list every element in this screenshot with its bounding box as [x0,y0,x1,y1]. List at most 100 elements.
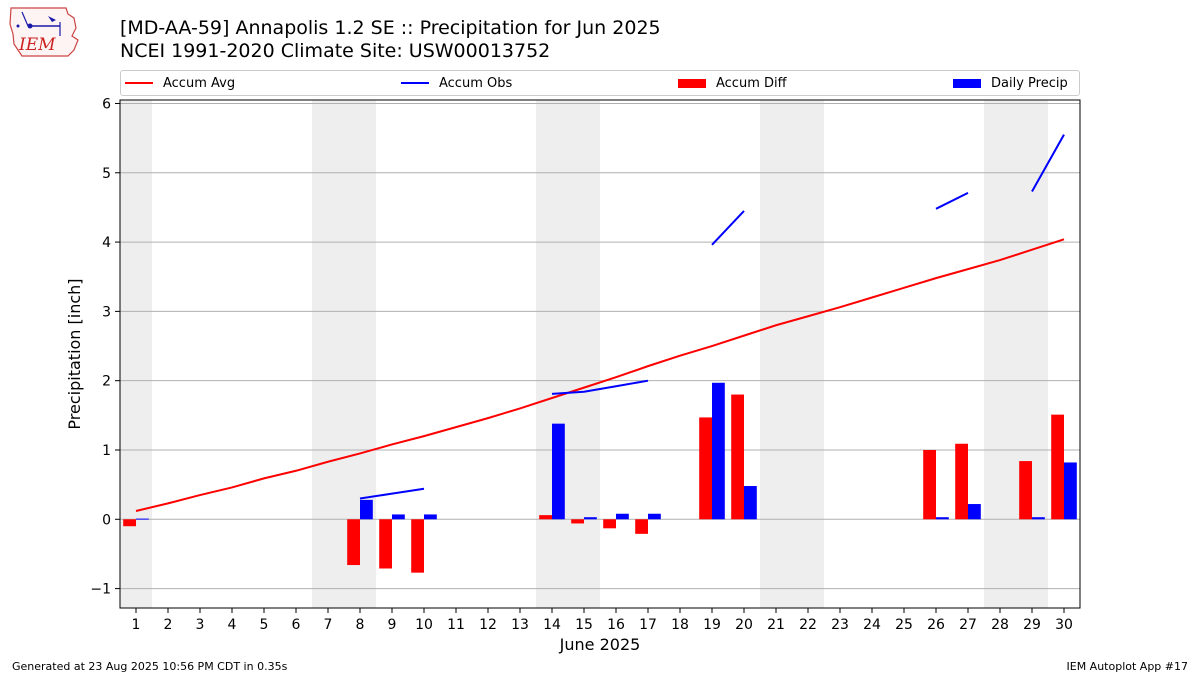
xtick-label-16: 16 [607,617,625,633]
xtick-label-29: 29 [1023,617,1041,633]
xtick-label-14: 14 [543,617,561,633]
xtick-label-9: 9 [388,617,397,633]
line-accum-obs-seg-2 [711,210,745,246]
xtick-label-10: 10 [415,617,433,633]
weekend-band-4 [984,100,1048,608]
legend-item-daily-precip: Daily Precip [953,73,1068,93]
bar-accum-diff-8 [347,519,360,566]
bar-accum-diff-26 [923,449,936,520]
ytick-label-5: 5 [102,166,111,182]
ytick-label-2: 2 [102,374,111,390]
weekend-band-2 [536,100,600,608]
xtick-label-27: 27 [959,617,977,633]
bar-accum-diff-20 [731,394,744,520]
xtick-label-17: 17 [639,617,657,633]
legend-item-accum-diff: Accum Diff [678,73,787,93]
ytick-label-6: 6 [102,96,111,112]
chart-subtitle: NCEI 1991-2020 Climate Site: USW00013752 [120,40,551,62]
bar-daily-precip-9 [392,514,405,520]
xtick-label-18: 18 [671,617,689,633]
bar-daily-precip-10 [424,514,437,520]
legend-label-accum-avg: Accum Avg [163,75,236,91]
xtick-label-23: 23 [831,617,849,633]
ytick-label-0: 0 [102,512,111,528]
plot-frame [119,99,1081,609]
legend-item-accum-avg: Accum Avg [125,73,235,93]
bar-daily-precip-19 [712,382,725,520]
xtick-label-15: 15 [575,617,593,633]
legend-swatch-accum-obs [401,82,429,84]
line-accum-obs-seg-3 [935,191,969,210]
xtick-label-28: 28 [991,617,1009,633]
legend-swatch-accum-avg [125,82,153,84]
xtick-label-5: 5 [260,617,269,633]
xtick-label-13: 13 [511,617,529,633]
xtick-label-2: 2 [164,617,173,633]
line-accum-obs-seg-1 [551,379,649,395]
ytick-label-4: 4 [102,235,111,251]
bar-accum-diff-1 [123,519,136,527]
xtick-label-25: 25 [895,617,913,633]
bar-daily-precip-30 [1064,462,1077,520]
bar-accum-diff-14 [539,515,552,520]
xtick-label-6: 6 [292,617,301,633]
xtick-label-8: 8 [356,617,365,633]
legend-swatch-accum-diff [678,78,706,88]
legend-swatch-daily-precip [953,78,981,88]
bar-daily-precip-20 [744,486,757,520]
chart-title: [MD-AA-59] Annapolis 1.2 SE :: Precipita… [120,17,661,39]
bar-accum-diff-9 [379,519,392,569]
bar-daily-precip-27 [968,504,981,520]
line-accum-obs-seg-4 [1031,134,1065,192]
bar-daily-precip-16 [616,513,629,520]
bar-accum-diff-30 [1051,414,1064,520]
xtick-label-4: 4 [228,617,237,633]
logo-text: IEM [18,35,56,55]
xtick-label-20: 20 [735,617,753,633]
line-accum-avg-seg-0 [135,238,1065,512]
xtick-label-24: 24 [863,617,881,633]
xtick-label-1: 1 [132,617,141,633]
weekend-band-1 [312,100,376,608]
xtick-label-7: 7 [324,617,333,633]
iem-logo: IEM [9,7,79,57]
xtick-label-22: 22 [799,617,817,633]
bar-daily-precip-29 [1032,517,1045,520]
xtick-label-11: 11 [447,617,465,633]
legend-label-accum-diff: Accum Diff [716,75,787,91]
ytick-label-1: 1 [102,443,111,459]
bar-daily-precip-17 [648,513,661,520]
bar-accum-diff-19 [699,417,712,520]
legend-item-accum-obs: Accum Obs [401,73,512,93]
bar-accum-diff-15 [571,519,584,524]
bar-accum-diff-27 [955,443,968,520]
xtick-label-12: 12 [479,617,497,633]
xtick-label-19: 19 [703,617,721,633]
bar-daily-precip-8 [360,499,373,520]
xtick-label-30: 30 [1055,617,1073,633]
bar-accum-diff-10 [411,519,424,573]
xtick-label-3: 3 [196,617,205,633]
bar-daily-precip-15 [584,517,597,520]
weekend-band-3 [760,100,824,608]
footer-app: IEM Autoplot App #17 [1066,660,1189,673]
line-accum-obs-seg-0 [359,487,425,500]
bar-daily-precip-26 [936,517,949,520]
y-axis-label: Precipitation [inch] [65,278,84,429]
weekend-band-0 [120,100,152,608]
legend-label-accum-obs: Accum Obs [439,75,513,91]
footer-generated: Generated at 23 Aug 2025 10:56 PM CDT in… [12,660,288,673]
legend: Accum Avg Accum Obs Accum Diff Daily Pre… [120,70,1080,96]
bar-accum-diff-16 [603,519,616,529]
bar-daily-precip-1 [136,518,149,520]
x-axis-label: June 2025 [559,635,641,654]
ytick-label--1: −1 [90,582,111,598]
xtick-label-21: 21 [767,617,785,633]
ytick-label-3: 3 [102,304,111,320]
bar-accum-diff-17 [635,519,648,534]
bar-accum-diff-29 [1019,461,1032,520]
bar-daily-precip-14 [552,423,565,520]
legend-label-daily-precip: Daily Precip [991,75,1068,91]
xtick-label-26: 26 [927,617,945,633]
